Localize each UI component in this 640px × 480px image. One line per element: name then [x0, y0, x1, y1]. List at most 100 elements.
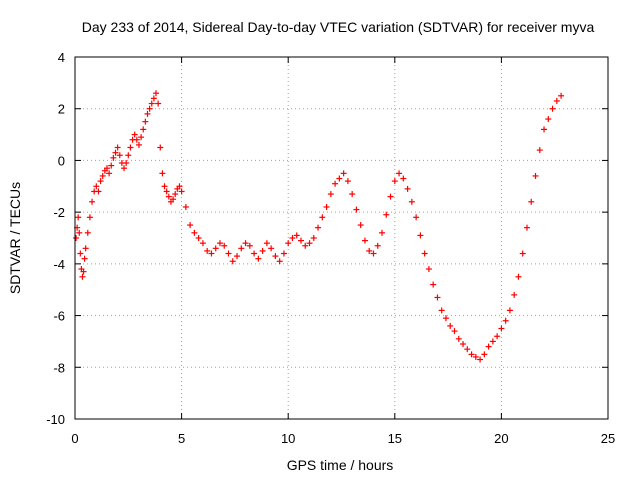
- data-point: [108, 162, 115, 169]
- data-point: [349, 191, 356, 198]
- data-point: [472, 353, 479, 360]
- data-point: [81, 255, 88, 262]
- data-point: [285, 240, 292, 247]
- data-point: [178, 188, 185, 195]
- data-point: [133, 136, 140, 143]
- data-point: [138, 134, 145, 141]
- data-point: [131, 131, 138, 138]
- y-tick-label: -10: [46, 412, 65, 427]
- data-point: [150, 95, 157, 102]
- data-point: [430, 281, 437, 288]
- data-point: [163, 188, 170, 195]
- data-point: [323, 203, 330, 210]
- data-point: [95, 188, 102, 195]
- data-point: [374, 242, 381, 249]
- data-point: [297, 237, 304, 244]
- data-point: [532, 172, 539, 179]
- data-point: [293, 232, 300, 239]
- data-point: [75, 214, 82, 221]
- y-tick-label: -6: [53, 309, 65, 324]
- data-point: [361, 237, 368, 244]
- data-point: [404, 185, 411, 192]
- data-point: [103, 165, 110, 172]
- data-point: [76, 229, 83, 236]
- data-point: [77, 250, 84, 257]
- data-point: [82, 245, 89, 252]
- data-point: [195, 235, 202, 241]
- data-point: [340, 170, 347, 177]
- y-tick-label: 0: [58, 153, 65, 168]
- data-point: [434, 294, 441, 301]
- data-point: [199, 240, 206, 247]
- data-point: [502, 317, 509, 324]
- data-point: [112, 149, 119, 156]
- data-point: [511, 291, 518, 298]
- data-point: [315, 224, 322, 231]
- x-tick-label: 15: [388, 431, 402, 446]
- data-point: [523, 224, 530, 231]
- data-point: [327, 191, 334, 198]
- data-point: [549, 105, 556, 112]
- data-point: [553, 97, 560, 104]
- data-point: [387, 193, 394, 200]
- data-point: [229, 258, 236, 265]
- data-point: [242, 240, 249, 247]
- data-point: [468, 351, 475, 358]
- data-point: [528, 198, 535, 205]
- data-point: [121, 165, 128, 172]
- data-point: [357, 222, 364, 229]
- data-point: [302, 242, 309, 249]
- data-point: [221, 242, 228, 249]
- data-point: [144, 110, 151, 117]
- data-point: [191, 229, 198, 236]
- data-point: [481, 351, 488, 358]
- data-point: [116, 152, 123, 159]
- data-point: [114, 144, 121, 151]
- data-point: [408, 198, 415, 205]
- y-tick-label: 2: [58, 102, 65, 117]
- chart-title: Day 233 of 2014, Sidereal Day-to-day VTE…: [82, 19, 595, 35]
- data-point: [146, 105, 153, 112]
- data-point: [306, 240, 313, 247]
- data-point: [155, 100, 162, 107]
- data-point: [464, 346, 471, 353]
- y-axis-label: SDTVAR / TECUs: [7, 182, 23, 294]
- data-point: [255, 255, 262, 262]
- data-point: [157, 144, 164, 151]
- data-point: [212, 245, 219, 252]
- data-point: [263, 240, 270, 247]
- data-point: [485, 343, 492, 350]
- data-point: [125, 152, 132, 159]
- data-point: [251, 250, 258, 257]
- axis-ticks: 0 5 10 15 20 25 -10 -8 -6 -4 -2 0 2 4: [46, 50, 615, 446]
- y-tick-label: -8: [53, 360, 65, 375]
- data-point: [477, 356, 484, 363]
- data-point: [110, 154, 117, 161]
- data-point: [246, 242, 253, 249]
- data-point: [447, 322, 454, 329]
- data-point: [391, 178, 398, 185]
- data-point: [84, 229, 91, 236]
- data-point: [336, 175, 343, 182]
- data-point: [494, 333, 501, 340]
- data-point: [276, 258, 283, 265]
- data-point: [135, 141, 142, 148]
- y-tick-label: -4: [53, 257, 65, 272]
- data-point: [413, 214, 420, 221]
- data-point: [225, 250, 232, 257]
- y-tick-label: 4: [58, 50, 65, 65]
- x-tick-label: 25: [601, 431, 615, 446]
- data-point: [93, 183, 100, 190]
- x-tick-label: 0: [71, 431, 78, 446]
- data-point: [153, 90, 160, 97]
- data-point: [310, 235, 317, 241]
- grid-lines: [75, 57, 608, 419]
- data-point: [238, 245, 245, 252]
- data-point: [268, 245, 275, 252]
- y-tick-label: -2: [53, 205, 65, 220]
- data-point: [379, 229, 386, 236]
- data-point: [545, 116, 552, 123]
- data-point: [417, 232, 424, 239]
- data-point: [259, 247, 266, 254]
- data-point: [159, 170, 166, 177]
